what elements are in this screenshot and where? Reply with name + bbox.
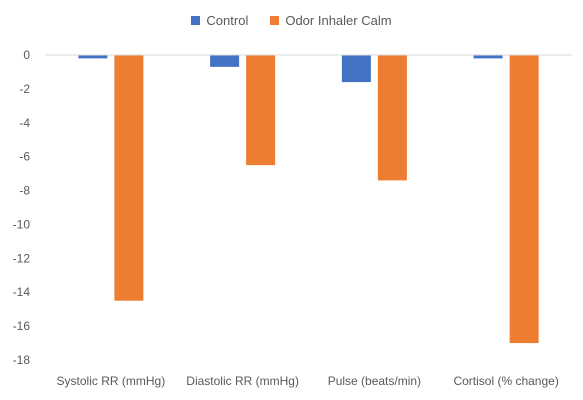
y-tick-label: 0 [23,48,30,62]
legend-swatch-control [191,15,201,25]
bar-control [78,55,108,59]
y-tick-label: -16 [13,319,31,333]
legend-item-odor-inhaler-calm: Odor Inhaler Calm [270,12,392,28]
y-tick-label: -4 [19,116,30,130]
bar-odor-inhaler-calm [509,55,539,344]
bar-control [341,55,371,83]
y-tick-label: -2 [19,82,30,96]
x-category-label: Systolic RR (mmHg) [57,374,166,388]
bar-odor-inhaler-calm [377,55,407,181]
y-tick-label: -14 [13,285,31,299]
x-category-label: Diastolic RR (mmHg) [186,374,299,388]
chart-legend: Control Odor Inhaler Calm [0,10,583,30]
x-category-label: Pulse (beats/min) [328,374,421,388]
bar-odor-inhaler-calm [246,55,276,166]
y-tick-label: -10 [13,217,31,231]
y-tick-label: -18 [13,353,31,367]
y-tick-label: -12 [13,251,31,265]
legend-label-control: Control [206,12,249,28]
legend-item-control: Control [191,13,248,28]
legend-swatch-odor-inhaler-calm [270,15,280,25]
y-tick-label: -6 [19,150,30,164]
x-category-label: Cortisol (% change) [453,374,558,388]
bar-control [210,55,240,67]
bar-odor-inhaler-calm [114,55,144,301]
bar-control [473,55,503,59]
y-tick-label: -8 [19,184,30,198]
legend-label-odor-inhaler-calm: Odor Inhaler Calm [285,12,392,28]
